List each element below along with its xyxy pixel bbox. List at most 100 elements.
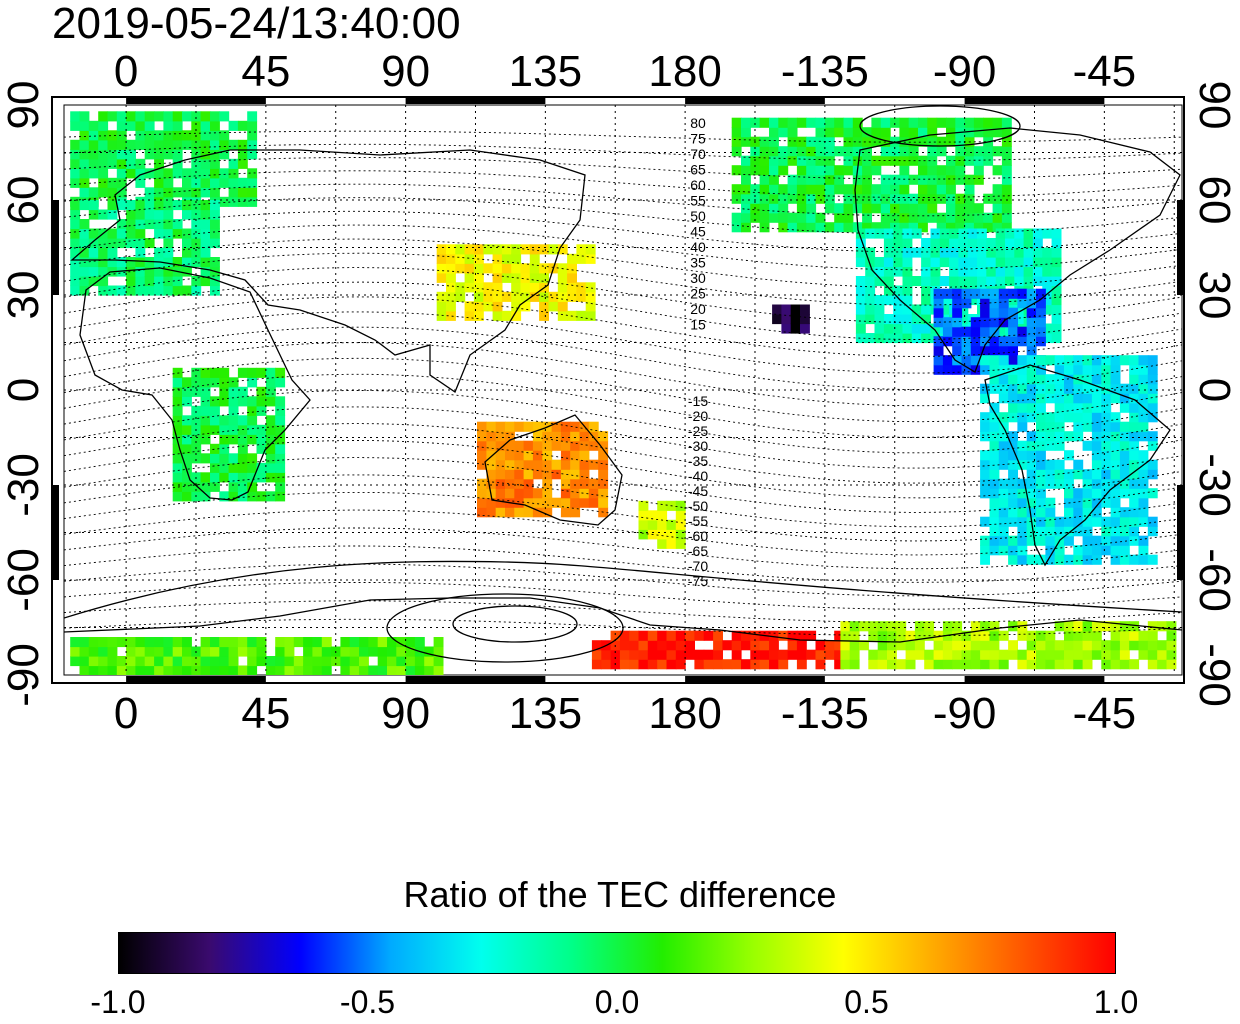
tec-cell	[200, 637, 211, 648]
tec-cell	[182, 462, 192, 473]
tec-cell	[483, 282, 494, 293]
tec-cell	[505, 478, 515, 489]
tec-cell	[436, 310, 447, 321]
tec-cell	[896, 630, 907, 641]
tec-cell	[1036, 383, 1046, 394]
tec-cell	[933, 640, 944, 651]
tec-cell	[585, 310, 596, 321]
tec-cell	[172, 481, 183, 492]
tec-cell	[135, 285, 146, 296]
tick-bar-bottom	[405, 676, 546, 683]
tec-cell	[1054, 393, 1065, 404]
tec-cell	[1119, 459, 1130, 470]
tec-cell	[172, 637, 183, 648]
tec-cell	[952, 355, 963, 366]
tec-cell	[1001, 146, 1012, 157]
tec-cell	[200, 177, 211, 188]
tec-cell	[806, 174, 817, 185]
tec-cell	[902, 276, 913, 287]
tec-cell	[781, 323, 792, 334]
tec-cell	[477, 421, 487, 432]
tec-cell	[787, 649, 798, 660]
tec-cell	[933, 317, 944, 328]
tec-cell	[815, 146, 826, 157]
contour-label-north: 70	[690, 146, 706, 162]
tec-cell	[806, 630, 817, 641]
tec-cell	[880, 193, 891, 204]
tec-cell	[1129, 374, 1140, 385]
tec-cell	[769, 174, 779, 185]
tec-cell	[778, 212, 789, 223]
tec-cell	[275, 434, 286, 445]
tec-cell	[523, 507, 534, 518]
tec-cell	[930, 266, 941, 277]
tec-cell	[107, 646, 118, 657]
tec-cell	[1138, 535, 1149, 546]
tec-cell	[769, 640, 779, 651]
tec-cell	[880, 155, 891, 166]
tec-cell	[511, 244, 522, 255]
tec-cell	[893, 304, 904, 315]
longitude-label-bottom: 45	[241, 689, 290, 738]
tec-cell	[998, 659, 1009, 670]
latitude-label-left: 60	[0, 176, 48, 225]
tec-cell	[228, 665, 239, 675]
tec-cell	[741, 659, 751, 670]
tec-cell	[855, 285, 866, 296]
tec-cell	[902, 266, 913, 277]
tec-cell	[865, 295, 876, 306]
tec-cell	[88, 120, 99, 131]
tec-cell	[874, 304, 885, 315]
tec-cell	[865, 285, 876, 296]
tec-cell	[815, 155, 826, 166]
tec-cell	[759, 203, 770, 214]
tec-cell	[126, 656, 136, 667]
tec-cell	[1101, 478, 1112, 489]
tec-cell	[219, 396, 230, 407]
tec-cell	[424, 646, 435, 657]
tec-cell	[893, 323, 904, 334]
tec-cell	[191, 177, 202, 188]
tec-cell	[731, 127, 742, 138]
tec-cell	[980, 659, 990, 670]
tec-cell	[1091, 374, 1102, 385]
tick-bar-top	[126, 97, 266, 104]
tec-cell	[1147, 412, 1158, 423]
tec-cell	[172, 111, 183, 122]
tec-cell	[70, 120, 81, 131]
tec-cell	[1032, 257, 1043, 268]
tec-cell	[995, 257, 1006, 268]
contour-label-south: -55	[688, 513, 708, 529]
tec-cell	[868, 649, 879, 660]
tec-cell	[949, 276, 959, 287]
tec-cell	[874, 276, 885, 287]
tec-cell	[219, 443, 230, 454]
tec-cell	[1008, 383, 1018, 394]
tec-cell	[1064, 393, 1074, 404]
tec-cell	[1082, 516, 1093, 527]
tec-cell	[1026, 507, 1037, 518]
tec-cell	[834, 117, 845, 128]
magnetic-contour-line	[64, 224, 1182, 271]
tec-cell	[862, 212, 872, 223]
tec-cell	[560, 469, 571, 480]
tec-cell	[778, 165, 789, 176]
tec-cell	[815, 659, 826, 670]
tec-cell	[79, 149, 90, 160]
tec-cell	[849, 621, 860, 632]
tec-cell	[902, 285, 913, 296]
tec-cell	[796, 640, 807, 651]
tec-cell	[542, 440, 553, 451]
tec-cell	[1101, 535, 1112, 546]
tec-cell	[980, 469, 990, 480]
tec-cell	[505, 507, 515, 518]
tec-cell	[946, 155, 956, 166]
tec-cell	[514, 497, 525, 508]
tec-cell	[647, 649, 658, 660]
tec-cell	[902, 304, 913, 315]
tec-cell	[172, 285, 183, 296]
tec-cell	[1008, 326, 1018, 337]
tec-cell	[1036, 526, 1046, 537]
tec-cell	[970, 630, 981, 641]
map-grid	[64, 105, 1182, 675]
